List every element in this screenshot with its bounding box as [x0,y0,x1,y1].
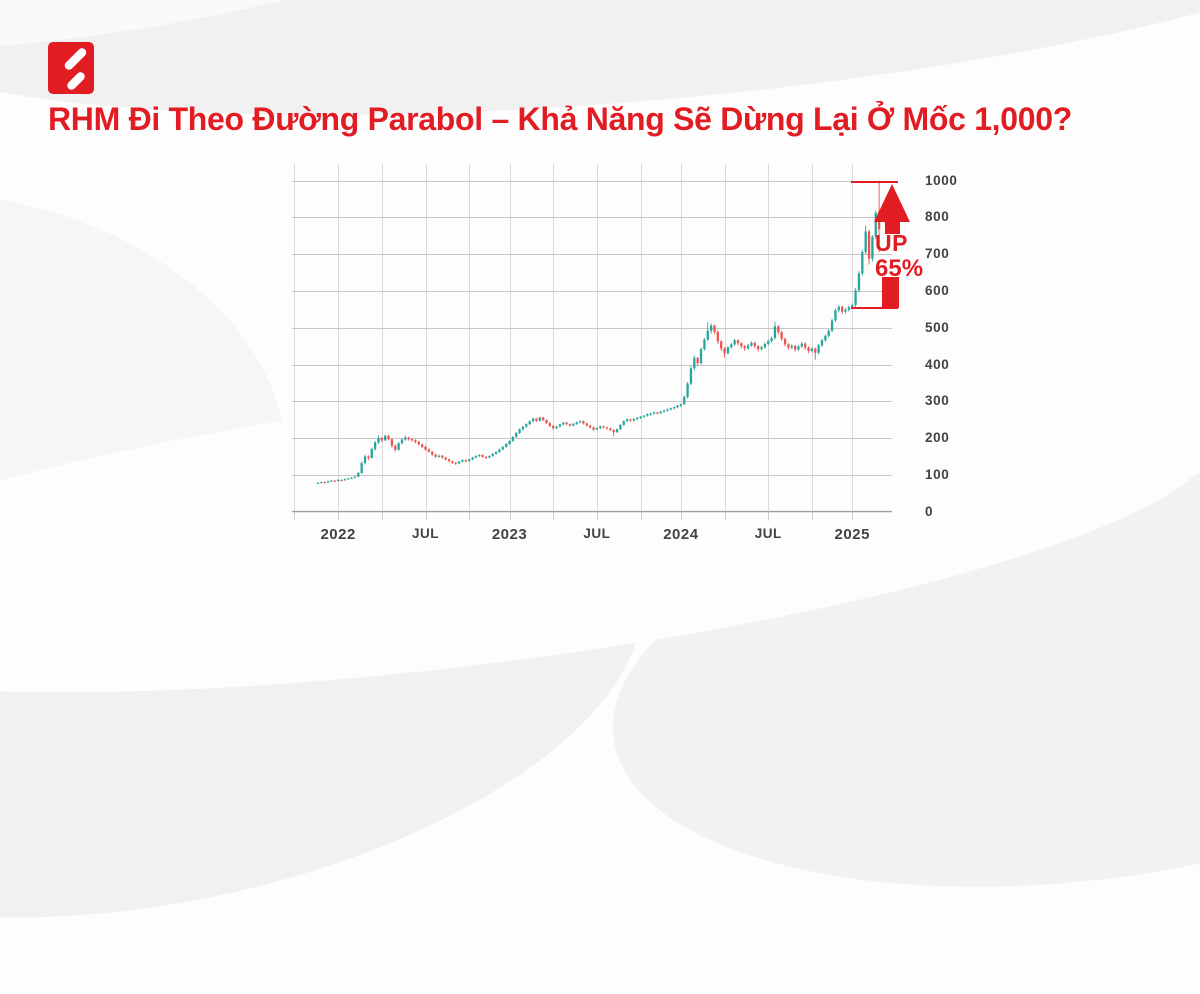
y-tick-label: 100 [925,466,950,482]
x-tick-label: JUL [412,526,440,541]
y-tick-label: 800 [925,209,950,225]
annotation-top-bracket-line [851,181,898,183]
page-title: RHM Đi Theo Đường Parabol – Khả Năng Sẽ … [48,101,1073,137]
up-arrow-shaft [882,277,899,308]
y-tick-label: 200 [925,430,950,446]
x-tick-label: JUL [583,526,611,541]
annotation-up-label: UP [875,230,908,256]
x-tick-label: 2024 [663,526,699,543]
y-tick-label: 600 [925,283,950,298]
y-tick-label: 700 [925,246,950,262]
candlestick-chart [0,0,1200,628]
y-tick-label: 400 [925,356,950,372]
x-tick-label: 2025 [834,526,870,543]
up-arrow-icon [874,184,910,222]
y-tick-label: 300 [925,393,950,409]
brand-logo [48,42,94,94]
x-tick-label: 2023 [491,526,528,543]
y-tick-label: 1000 [925,172,958,188]
y-tick-label: 0 [925,503,934,519]
x-tick-label: 2022 [320,526,356,543]
x-tick-label: JUL [754,526,782,541]
y-tick-label: 500 [925,319,950,335]
brand-logo-icon [48,42,94,94]
annotation-bottom-bracket-line [851,307,898,309]
annotation-percent-label: 65% [875,255,924,282]
up-arrow-shaft [885,220,900,234]
